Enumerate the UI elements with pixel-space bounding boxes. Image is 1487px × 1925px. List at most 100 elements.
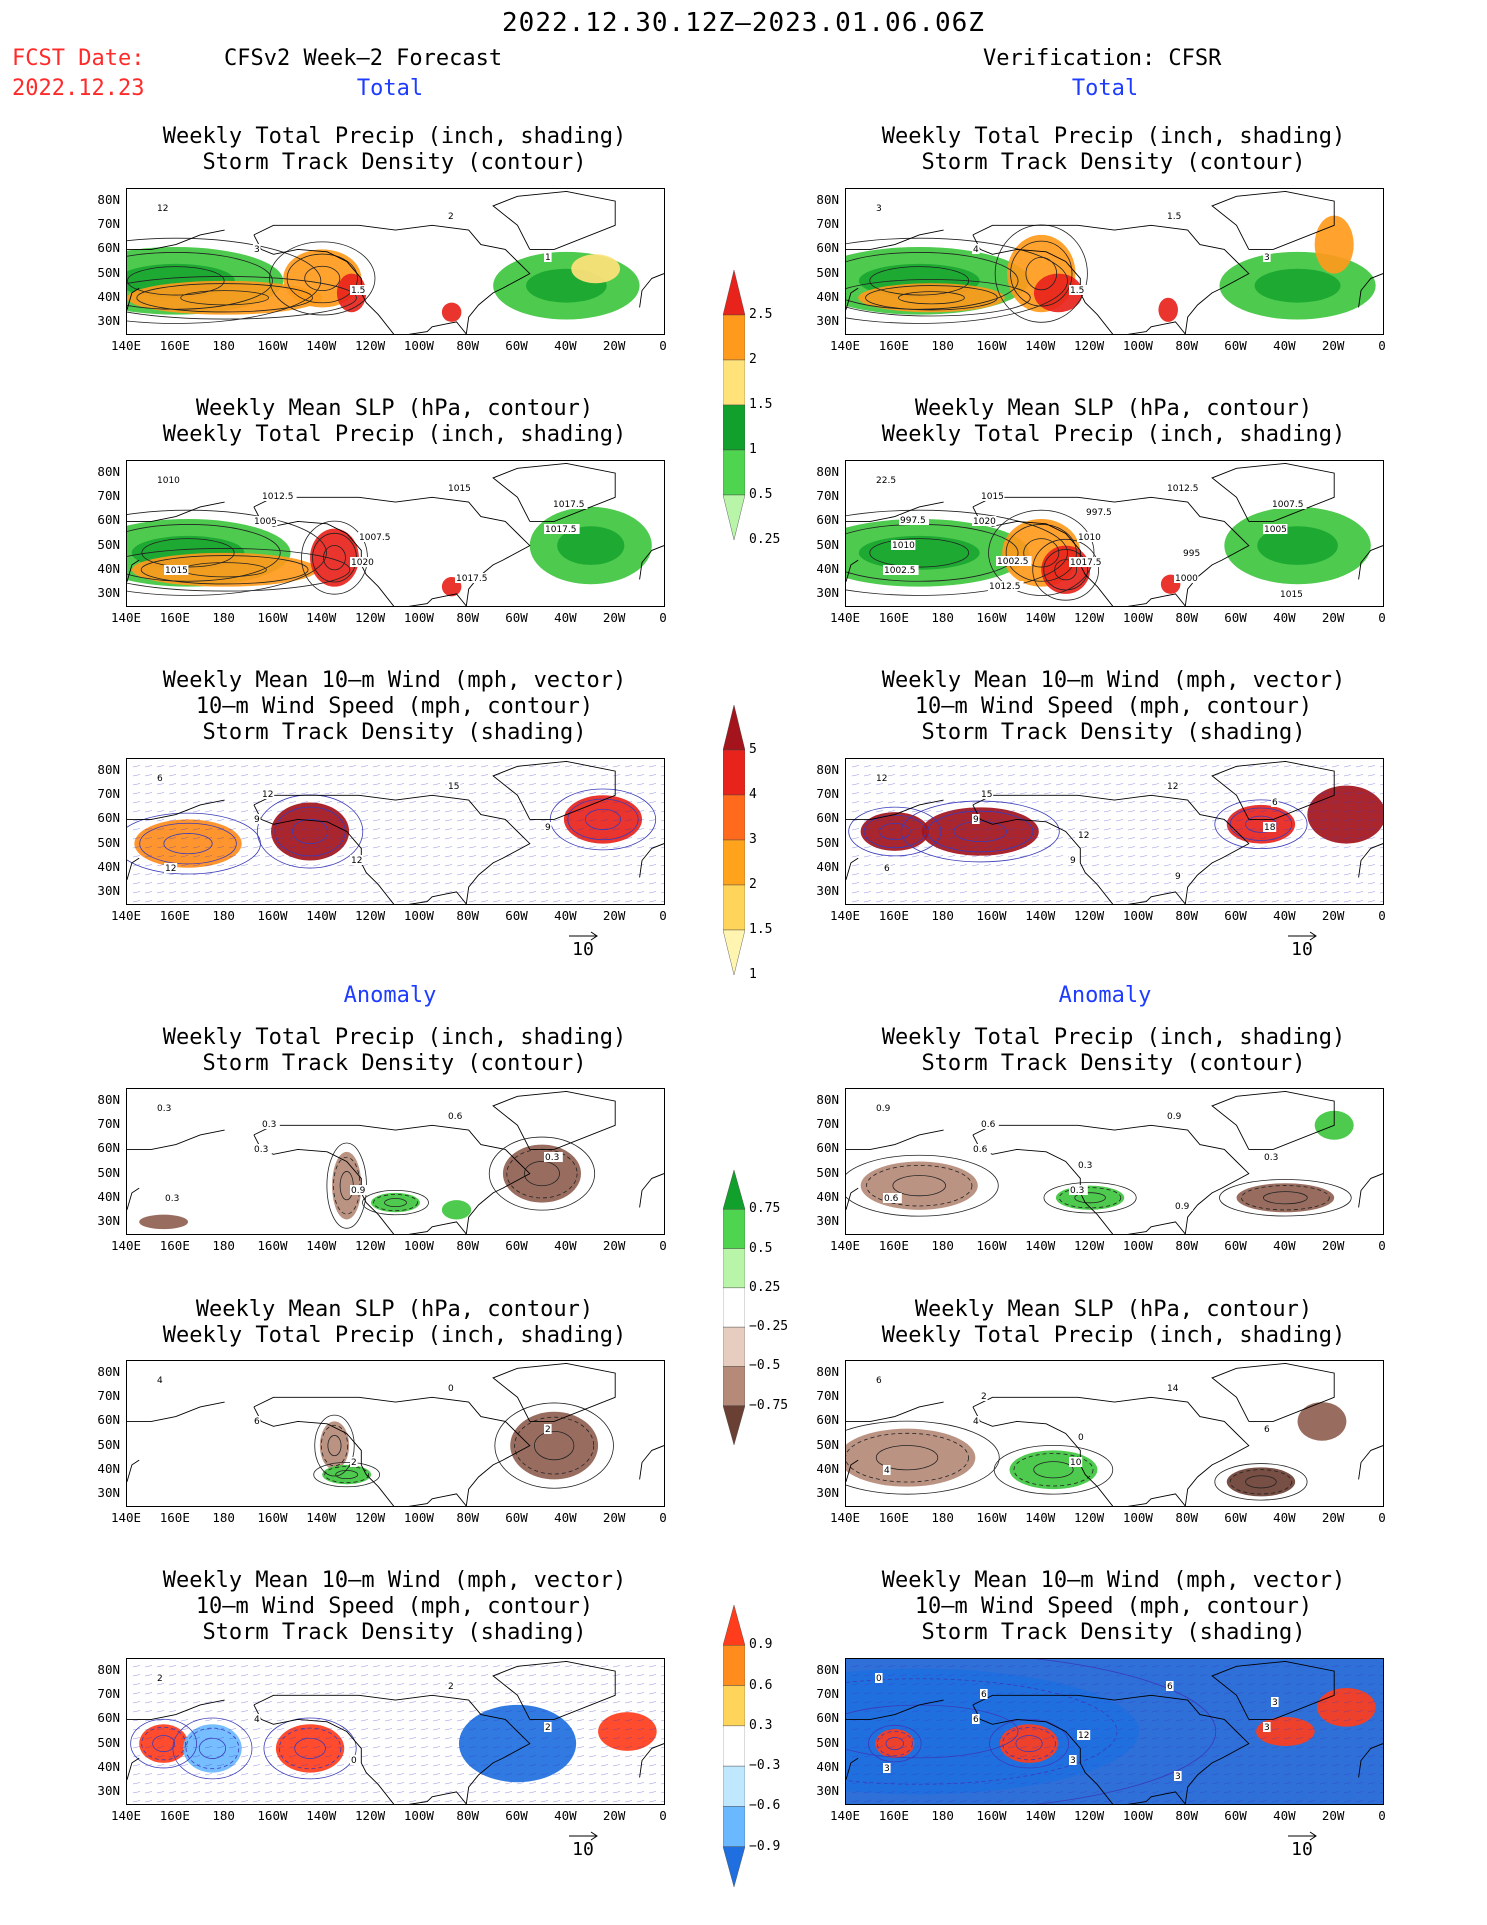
lon-tick-label: 160E: [878, 610, 909, 625]
wind-vector: [228, 1719, 237, 1722]
wind-vector: [624, 819, 633, 822]
wind-vector: [875, 1800, 884, 1803]
wind-vector: [1103, 1674, 1112, 1677]
wind-vector: [456, 1791, 465, 1794]
contour-label-bg: [1077, 1432, 1085, 1442]
wind-vector: [1067, 1719, 1076, 1722]
wind-vector: [1295, 1728, 1304, 1731]
contour-label-bg: [1166, 781, 1180, 791]
contour-label: 2: [981, 1392, 987, 1402]
wind-vector: [1247, 1683, 1256, 1686]
wind-vector: [1235, 1701, 1244, 1704]
wind-vector: [540, 1701, 549, 1704]
wind-vector: [1079, 1791, 1088, 1794]
contour-label: 1010: [1078, 533, 1101, 543]
wind-vector: [1235, 1719, 1244, 1722]
wind-vector: [1103, 891, 1112, 894]
wind-vector: [1319, 1701, 1328, 1704]
wind-vector: [396, 1746, 405, 1749]
wind-vector: [360, 1746, 369, 1749]
wind-vector: [372, 828, 381, 831]
wind-vector: [1079, 900, 1088, 903]
wind-vector: [396, 1782, 405, 1785]
wind-vector: [372, 792, 381, 795]
wind-vector: [1127, 1701, 1136, 1704]
wind-vector: [300, 846, 309, 849]
contour-line: [1015, 1735, 1043, 1753]
lon-tick-label: 160E: [878, 908, 909, 923]
wind-vector: [923, 837, 932, 840]
contour-label: 1017.5: [1070, 558, 1102, 568]
wind-vector: [528, 1746, 537, 1749]
wind-vector: [480, 1692, 489, 1695]
wind-vector: [1223, 1701, 1232, 1704]
wind-vector: [480, 1674, 489, 1677]
coastline: [1211, 760, 1335, 820]
wind-vector: [1043, 1764, 1052, 1767]
wind-vector: [348, 1746, 357, 1749]
wind-vector: [899, 846, 908, 849]
wind-vector: [923, 801, 932, 804]
wind-vector: [624, 1692, 633, 1695]
wind-vector: [528, 1737, 537, 1740]
lat-tick-label: 70N: [97, 1388, 120, 1404]
wind-vector: [923, 1746, 932, 1749]
wind-vector: [1043, 1719, 1052, 1722]
wind-vector: [1367, 1683, 1376, 1686]
wind-vector: [1271, 1773, 1280, 1776]
wind-vector: [971, 810, 980, 813]
wind-vector: [1295, 1692, 1304, 1695]
wind-vector: [528, 864, 537, 867]
wind-vector: [875, 1791, 884, 1794]
wind-vector: [1379, 1702, 1383, 1704]
wind-vector: [444, 1746, 453, 1749]
contour-line: [1214, 1463, 1308, 1501]
wind-vector: [216, 792, 225, 795]
wind-vector: [1235, 1728, 1244, 1731]
wind-vector: [360, 1728, 369, 1731]
wind-vector: [588, 783, 597, 786]
wind-vector: [420, 1674, 429, 1677]
wind-vector: [252, 774, 261, 777]
wind-vector: [1379, 1738, 1383, 1740]
wind-vector: [1259, 1692, 1268, 1695]
wind-vector: [492, 1665, 501, 1668]
wind-vector: [600, 1665, 609, 1668]
wind-vector: [1151, 1737, 1160, 1740]
wind-vector: [971, 1674, 980, 1677]
contour-label-bg: [1166, 1111, 1185, 1121]
wind-vector: [444, 1737, 453, 1740]
wind-vector: [887, 1800, 896, 1803]
wind-vector: [1031, 1701, 1040, 1704]
wind-vector: [1007, 882, 1016, 885]
contour-label-bg: [544, 252, 552, 262]
wind-vector: [540, 765, 549, 768]
wind-vector: [264, 801, 273, 804]
wind-vector: [360, 837, 369, 840]
contour-label-bg: [1271, 797, 1279, 807]
wind-vector: [528, 1674, 537, 1677]
wind-vector: [408, 1782, 417, 1785]
wind-vector: [1163, 1764, 1172, 1767]
wind-vector: [1007, 900, 1016, 903]
wind-vector: [264, 864, 273, 867]
wind-vector: [1115, 1791, 1124, 1794]
wind-vector: [1295, 1791, 1304, 1794]
lon-tick-label: 0: [659, 610, 667, 625]
wind-vector: [504, 1674, 513, 1677]
wind-vector: [156, 828, 165, 831]
wind-vector: [995, 1692, 1004, 1695]
wind-vector: [935, 1800, 944, 1803]
wind-vector: [1199, 801, 1208, 804]
lon-tick-label: 180: [212, 1238, 235, 1253]
wind-vector: [1259, 864, 1268, 867]
panel-title-ver-anom-precip: Weekly Total Precip (inch, shading) Stor…: [881, 1025, 1346, 1076]
wind-vector: [576, 1746, 585, 1749]
wind-vector: [1031, 810, 1040, 813]
wind-vector: [300, 855, 309, 858]
wind-vector: [660, 1765, 664, 1767]
wind-vector: [947, 1683, 956, 1686]
contour-label-bg: [1077, 830, 1091, 840]
wind-vector: [204, 873, 213, 876]
